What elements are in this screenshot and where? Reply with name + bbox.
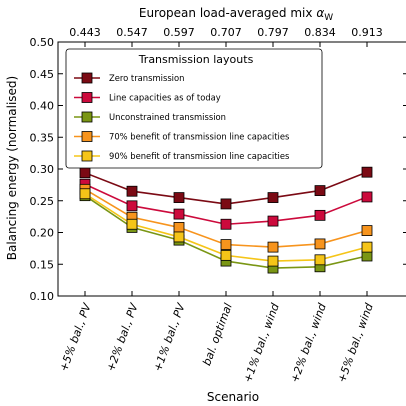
legend-label: 90% benefit of transmission line capacit… bbox=[109, 151, 289, 161]
data-point bbox=[361, 225, 373, 236]
data-point bbox=[126, 185, 138, 197]
data-point bbox=[314, 254, 326, 266]
legend-marker bbox=[81, 111, 93, 123]
y-tick-label: 0.10 bbox=[30, 290, 55, 303]
legend-marker bbox=[81, 131, 93, 142]
data-point bbox=[173, 231, 185, 243]
legend-label: Zero transmission bbox=[109, 73, 184, 83]
top-axis-title-subscript: W bbox=[324, 13, 333, 23]
top-tick-label: 0.834 bbox=[304, 26, 336, 39]
y-tick-label: 0.15 bbox=[30, 258, 55, 271]
data-point bbox=[361, 241, 373, 253]
data-point bbox=[173, 192, 185, 203]
data-point bbox=[267, 215, 279, 227]
top-tick-label: 0.443 bbox=[69, 26, 101, 39]
legend-label: Line capacities as of today bbox=[109, 93, 221, 103]
data-point bbox=[126, 200, 138, 212]
y-tick-label: 0.50 bbox=[30, 36, 55, 49]
y-tick-label: 0.30 bbox=[30, 163, 55, 176]
data-point bbox=[220, 239, 232, 250]
data-point bbox=[220, 218, 232, 230]
top-axis-title-symbol: α bbox=[316, 6, 324, 20]
top-tick-label: 0.797 bbox=[257, 26, 289, 39]
y-axis-title: Balancing energy (normalised) bbox=[5, 76, 19, 260]
data-point bbox=[126, 218, 138, 230]
top-tick-label: 0.913 bbox=[351, 26, 383, 39]
legend-box bbox=[65, 48, 323, 169]
legend-title: Transmission layouts bbox=[138, 53, 254, 66]
data-point bbox=[220, 249, 232, 261]
top-tick-label: 0.707 bbox=[210, 26, 242, 39]
top-tick-label: 0.597 bbox=[163, 26, 195, 39]
top-axis-title: European load-averaged mix αW bbox=[139, 6, 333, 23]
x-category-label: +1% bal., PV bbox=[151, 300, 188, 373]
x-category-label: +1% bal., wind bbox=[241, 301, 282, 385]
x-category-label: +2% bal., PV bbox=[104, 300, 141, 373]
x-category-label: bal. optimal bbox=[200, 302, 235, 368]
data-point bbox=[79, 188, 91, 200]
top-tick-label: 0.547 bbox=[116, 26, 148, 39]
x-category-label: +5% bal., PV bbox=[57, 300, 94, 373]
data-point bbox=[173, 208, 185, 220]
top-axis-title-main: European load-averaged mix bbox=[139, 6, 316, 20]
data-point bbox=[361, 166, 373, 178]
data-point bbox=[79, 167, 91, 179]
series-layer bbox=[79, 166, 373, 274]
data-point bbox=[173, 222, 185, 233]
x-category-label: +2% bal., wind bbox=[288, 301, 329, 385]
legend: Transmission layouts Zero transmission Li… bbox=[65, 48, 323, 169]
x-axis-title: Scenario bbox=[207, 390, 259, 404]
legend-marker bbox=[81, 92, 93, 103]
data-point bbox=[267, 241, 279, 253]
data-point bbox=[314, 185, 326, 196]
data-point bbox=[361, 191, 373, 203]
data-point bbox=[220, 198, 232, 210]
legend-marker bbox=[81, 72, 93, 84]
legend-marker bbox=[81, 150, 93, 162]
y-tick-label: 0.45 bbox=[30, 68, 55, 81]
data-point bbox=[314, 209, 326, 221]
plot-frame bbox=[57, 41, 406, 297]
y-tick-label: 0.20 bbox=[30, 227, 55, 240]
y-tick-label: 0.40 bbox=[30, 100, 55, 113]
legend-label: Unconstrained transmission bbox=[109, 112, 226, 122]
legend-label: 70% benefit of transmission line capacit… bbox=[109, 132, 289, 142]
y-tick-label: 0.35 bbox=[30, 131, 55, 144]
y-tick-label: 0.25 bbox=[30, 195, 55, 208]
data-point bbox=[267, 192, 279, 203]
data-point bbox=[267, 255, 279, 267]
x-category-label: +5% bal., wind bbox=[335, 301, 376, 385]
data-point bbox=[314, 238, 326, 250]
